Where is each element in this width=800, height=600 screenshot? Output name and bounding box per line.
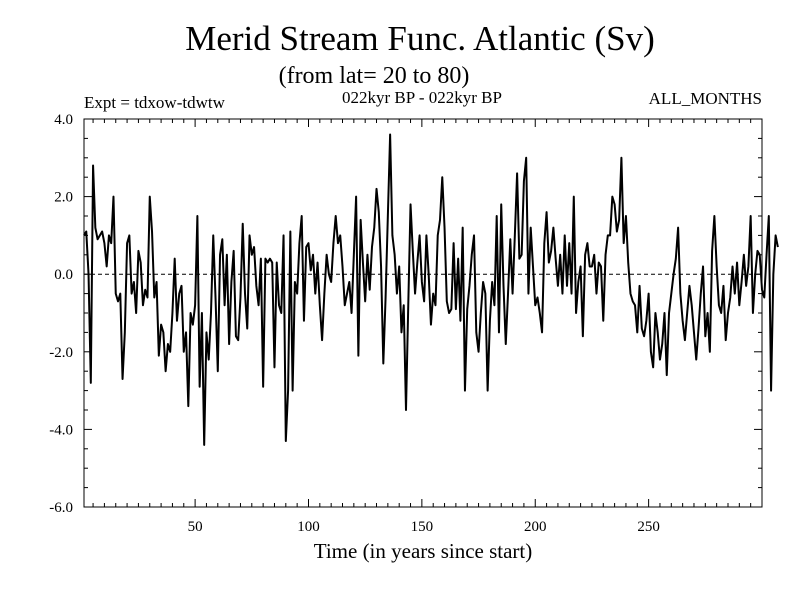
y-axis-ticks: -6.0 -4.0 -2.0 0.0 2.0 4.0 bbox=[49, 112, 762, 516]
x-tick-label: 50 bbox=[188, 519, 203, 535]
months-label: ALL_MONTHS bbox=[649, 89, 762, 108]
x-tick-label: 100 bbox=[297, 519, 320, 535]
chart-subtitle: (from lat= 20 to 80) bbox=[279, 63, 470, 89]
period-label: 022kyr BP - 022kyr BP bbox=[342, 88, 502, 107]
y-tick-label: -6.0 bbox=[49, 500, 73, 516]
x-axis-label: Time (in years since start) bbox=[314, 539, 533, 563]
y-minor-ticks bbox=[84, 137, 762, 489]
y-tick-label: -4.0 bbox=[49, 422, 73, 438]
x-minor-ticks bbox=[92, 119, 752, 507]
chart-title: Merid Stream Func. Atlantic (Sv) bbox=[185, 19, 655, 58]
y-tick-label: -2.0 bbox=[49, 345, 73, 361]
y-tick-label: 0.0 bbox=[54, 267, 73, 283]
y-tick-label: 4.0 bbox=[54, 112, 73, 128]
expt-label: Expt = tdxow-tdwtw bbox=[84, 93, 226, 112]
x-tick-label: 250 bbox=[637, 519, 660, 535]
x-axis-ticks: 50 100 150 200 250 bbox=[188, 119, 660, 535]
series-line bbox=[83, 133, 779, 446]
x-tick-label: 200 bbox=[524, 519, 547, 535]
plot-frame bbox=[83, 118, 763, 508]
y-tick-label: 2.0 bbox=[54, 190, 73, 206]
x-tick-label: 150 bbox=[411, 519, 434, 535]
